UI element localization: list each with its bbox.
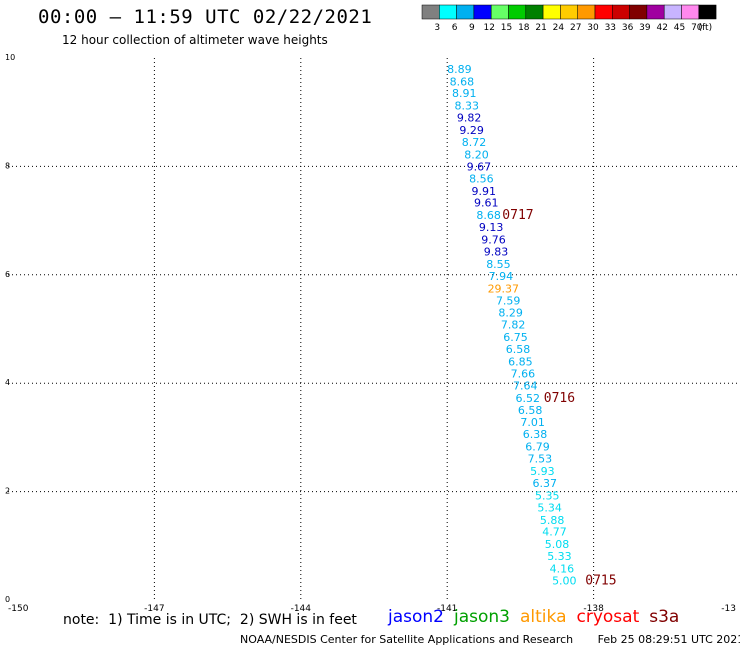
scale-label: 21 — [535, 23, 546, 33]
longitude-tick-label: -144 — [291, 604, 312, 614]
latitude-tick-label: 10 — [5, 53, 15, 62]
wave-height-reading: 9.76 — [481, 234, 506, 247]
wave-height-reading: 6.58 — [506, 343, 531, 356]
scale-label: 42 — [656, 23, 667, 33]
wave-height-reading: 29.37 — [488, 282, 520, 295]
scale-label: 33 — [605, 23, 616, 33]
scale-label: 70 — [691, 23, 703, 33]
wave-height-reading: 4.77 — [542, 526, 567, 539]
map-subtitle: 12 hour collection of altimeter wave hei… — [62, 33, 328, 47]
scale-label: 24 — [553, 23, 565, 33]
longitude-tick-label: -13 — [721, 604, 736, 614]
scale-label: 18 — [518, 23, 530, 33]
wave-height-reading: 5.35 — [535, 489, 560, 502]
scale-swatch — [698, 4, 717, 20]
wave-height-reading: 8.68 — [476, 209, 501, 222]
satellite-legend-item: s3a — [649, 607, 680, 627]
wave-height-reading: 8.56 — [469, 172, 494, 185]
wave-height-reading: 9.13 — [479, 221, 504, 234]
wave-height-reading: 6.38 — [523, 428, 548, 441]
wave-height-reading: 7.64 — [513, 379, 538, 392]
wave-height-reading: 9.67 — [467, 160, 492, 173]
wave-height-reading: 7.01 — [520, 416, 545, 429]
wave-height-reading: 8.89 — [447, 63, 472, 76]
wave-height-reading: 9.91 — [472, 185, 497, 198]
wave-height-reading: 8.72 — [462, 136, 487, 149]
scale-unit-label: (ft) — [699, 23, 713, 33]
credit-line: NOAA/NESDIS Center for Satellite Applica… — [240, 633, 740, 646]
pass-time-label: 0717 — [502, 208, 533, 223]
wave-height-reading: 6.58 — [518, 404, 543, 417]
scale-label: 9 — [469, 23, 475, 33]
wave-height-reading: 9.29 — [459, 124, 484, 137]
wave-height-reading: 7.59 — [496, 294, 521, 307]
satellite-legend: jason2 jason3 altika cryosat s3a — [388, 607, 689, 627]
map-title: 00:00 – 11:59 UTC 02/22/2021 — [38, 6, 373, 28]
wave-height-reading: 8.33 — [454, 100, 479, 113]
color-scale-legend: 3 6 9 12 15 18 21 24 27 30 33 36 39 42 45 70(ft) — [421, 4, 717, 33]
wave-height-reading: 5.08 — [545, 538, 570, 551]
wave-height-reading: 7.82 — [501, 319, 526, 332]
wave-height-reading: 4.16 — [550, 563, 575, 576]
wave-height-reading: 9.83 — [484, 245, 509, 258]
scale-label: 3 — [434, 23, 440, 33]
wave-height-reading: 5.93 — [530, 465, 555, 478]
longitude-tick-label: -138 — [583, 604, 604, 614]
scale-label: 27 — [570, 23, 581, 33]
wave-height-reading: 9.82 — [457, 112, 482, 125]
wave-height-reading: 5.88 — [540, 514, 565, 527]
latitude-tick-label: 8 — [5, 161, 10, 170]
wave-height-reading: 7.66 — [511, 367, 536, 380]
wave-height-reading: 6.85 — [508, 356, 533, 369]
satellite-legend-item: jason3 — [454, 607, 510, 627]
wave-height-reading: 6.75 — [503, 331, 528, 344]
latitude-tick-label: 0 — [5, 595, 10, 604]
satellite-legend-item: jason2 — [388, 607, 444, 627]
pass-time-label: 0715 — [585, 573, 616, 588]
wave-height-reading: 8.20 — [464, 148, 489, 161]
scale-label: 45 — [674, 23, 685, 33]
wave-height-reading: 5.34 — [537, 501, 562, 514]
longitude-tick-label: -141 — [437, 604, 457, 614]
longitude-tick-label: -147 — [144, 604, 164, 614]
wave-height-reading: 8.55 — [486, 258, 511, 271]
wave-height-reading: 6.52 — [515, 392, 540, 405]
wave-height-reading: 6.37 — [533, 477, 558, 490]
wave-height-reading: 8.91 — [452, 87, 477, 100]
pass-time-label: 0716 — [544, 391, 575, 406]
scale-label: 36 — [622, 23, 634, 33]
wave-height-reading: 5.33 — [547, 550, 572, 563]
wave-height-reading: 5.00 — [552, 574, 577, 587]
latitude-tick-label: 4 — [5, 378, 10, 387]
wave-height-reading: 7.53 — [528, 453, 553, 466]
latitude-tick-label: 2 — [5, 487, 10, 496]
scale-label: 30 — [587, 23, 599, 33]
wave-height-reading: 7.94 — [489, 270, 514, 283]
satellite-legend-item: cryosat — [576, 607, 640, 627]
wave-height-reading: 8.29 — [498, 307, 523, 320]
latitude-tick-label: 6 — [5, 270, 10, 279]
scale-label: 6 — [452, 23, 458, 33]
wave-height-reading: 9.61 — [474, 197, 499, 210]
wave-height-reading: 8.68 — [450, 75, 475, 88]
scale-label: 12 — [483, 23, 494, 33]
units-note: note: 1) Time is in UTC; 2) SWH is in fe… — [63, 612, 357, 628]
longitude-tick-label: -150 — [8, 604, 29, 614]
scale-label: 39 — [639, 23, 651, 33]
scale-label: 15 — [501, 23, 512, 33]
satellite-legend-item: altika — [520, 607, 567, 627]
wave-height-reading: 6.79 — [525, 441, 550, 454]
